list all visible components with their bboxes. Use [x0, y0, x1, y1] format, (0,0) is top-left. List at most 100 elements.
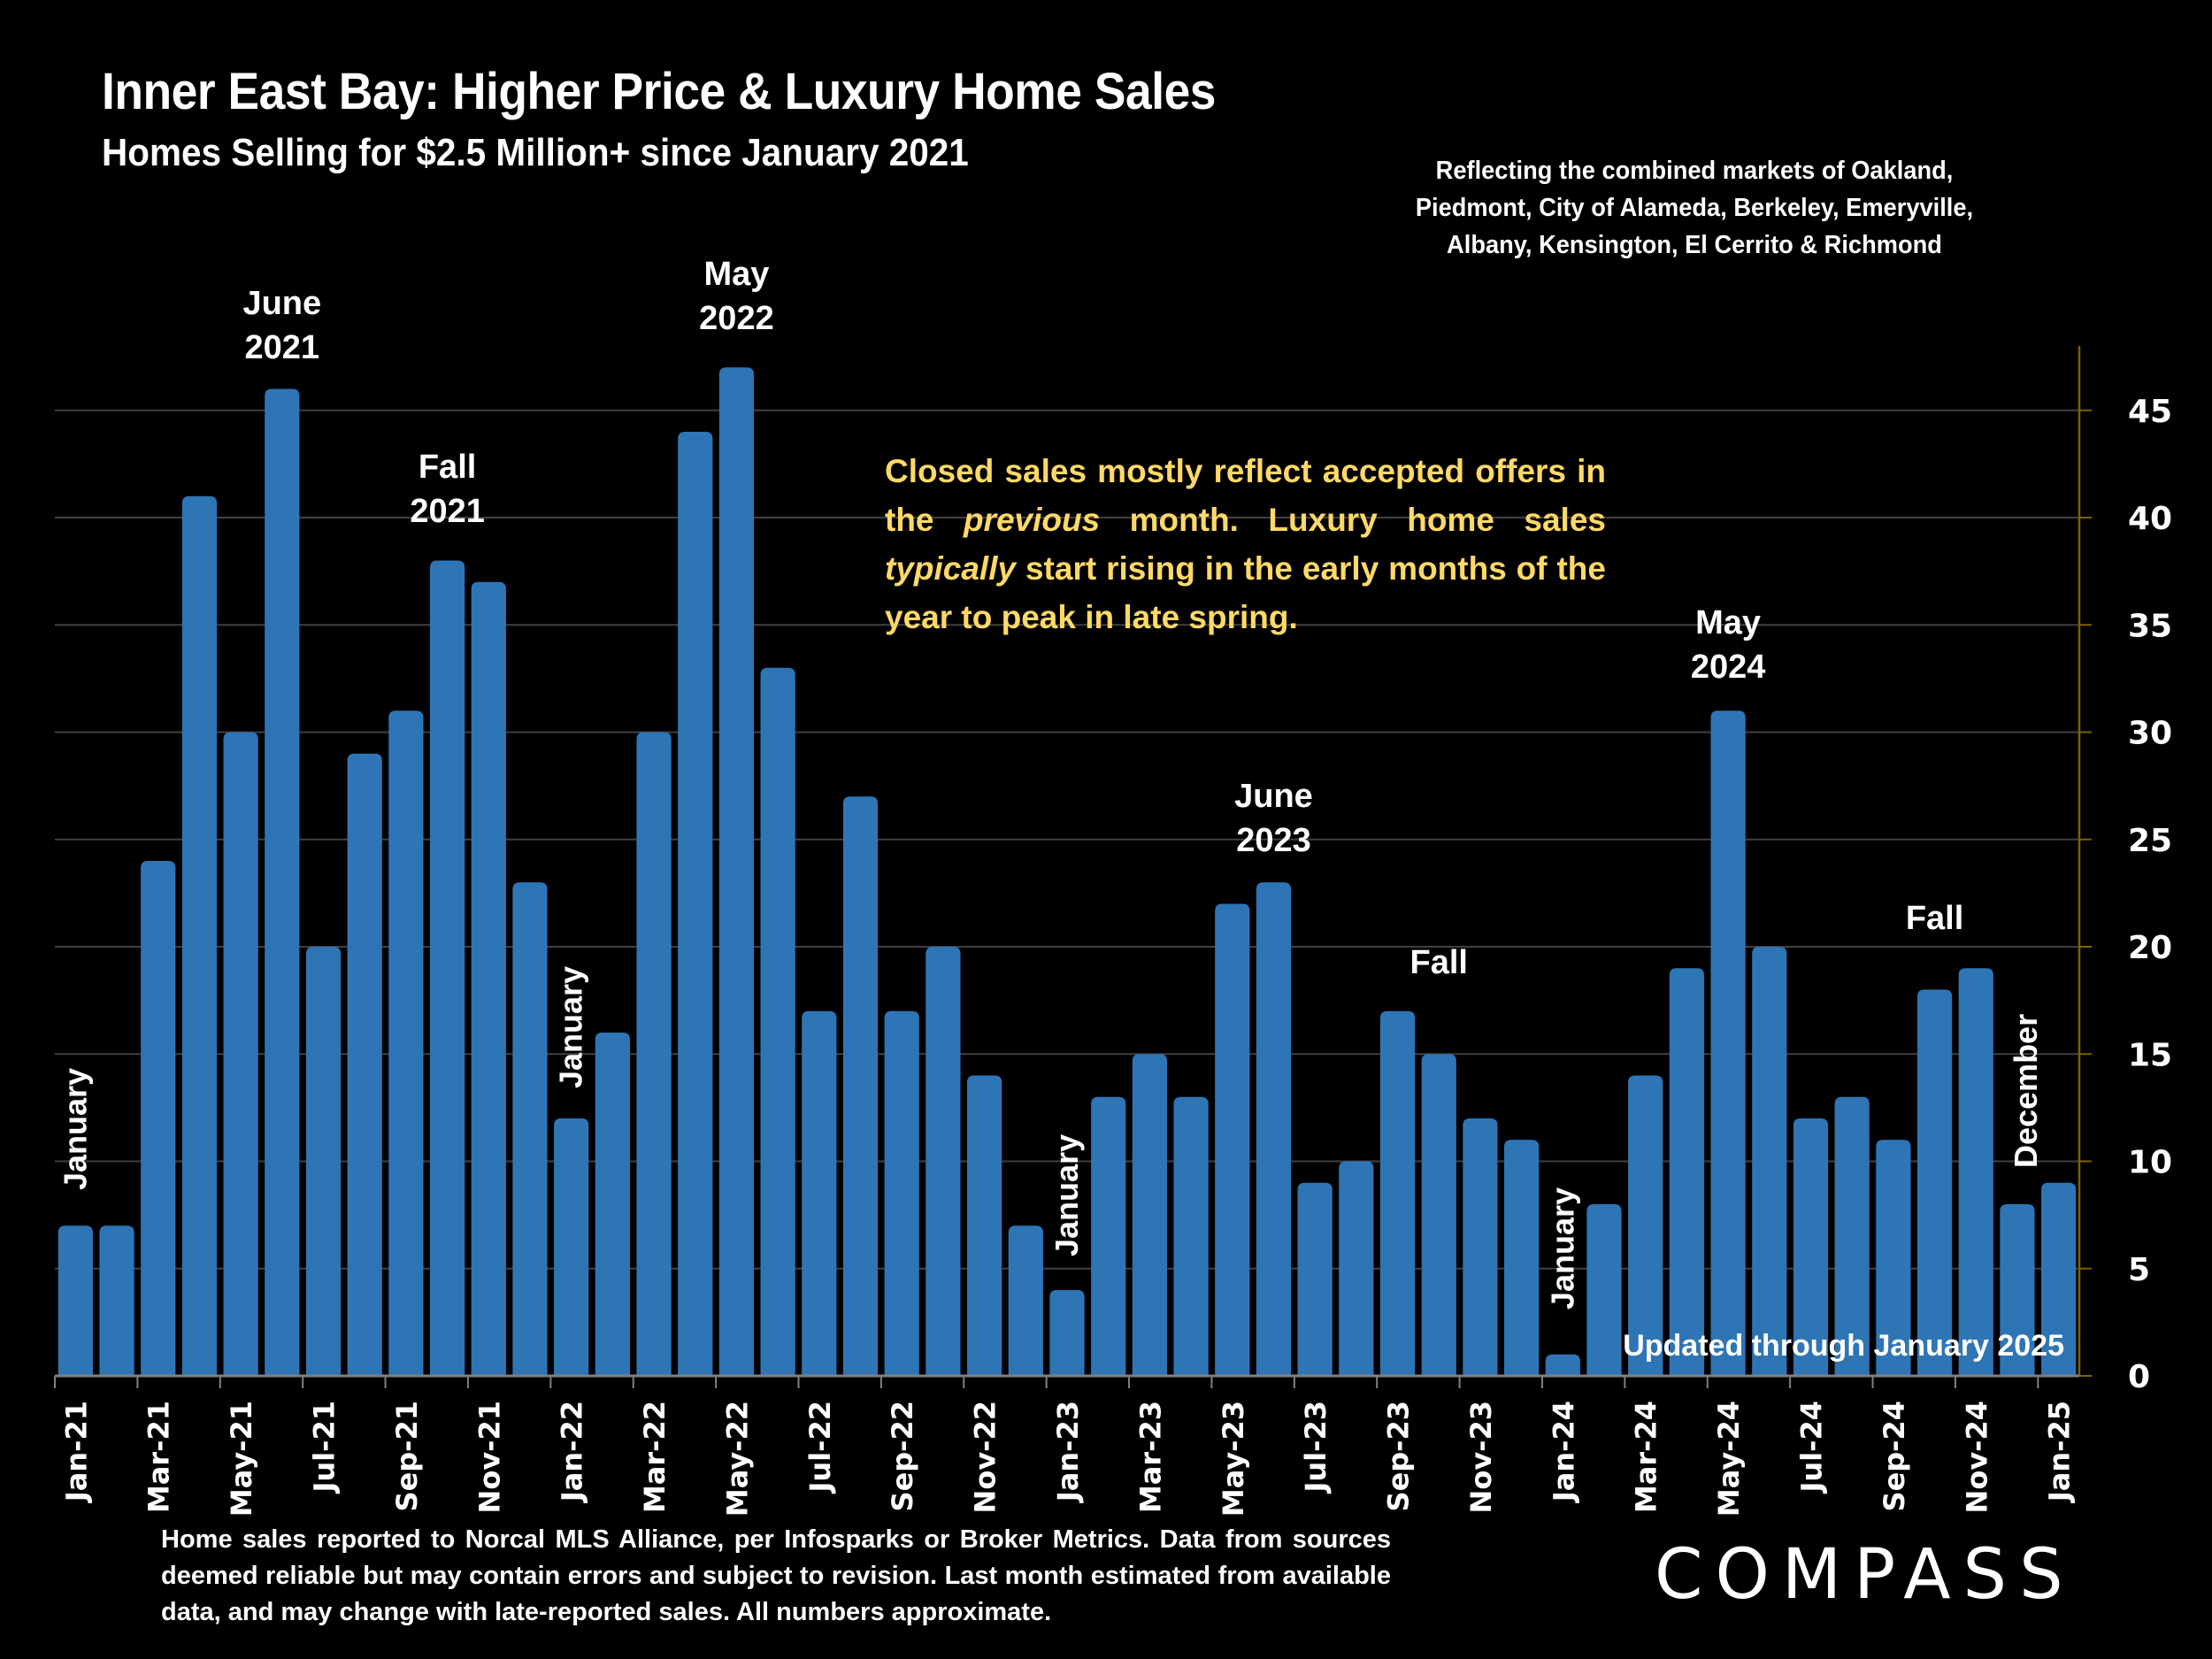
- annotation-label: January: [57, 1068, 93, 1190]
- bar-Nov-21: [471, 581, 506, 1376]
- x-tick-label: Sep-22: [886, 1401, 919, 1511]
- bar-Feb-21: [99, 1225, 134, 1376]
- annotation-label: December: [2008, 1014, 2044, 1168]
- x-tick-label: Jan-24: [1547, 1401, 1580, 1503]
- callout-note: Closed sales mostly reflect accepted off…: [885, 447, 1606, 641]
- axes: [54, 346, 2092, 1388]
- bar-Sep-23: [1379, 1010, 1416, 1376]
- x-tick-labels: Jan-21 Mar-21 May-21 Jul-21 Sep-21 Nov-21 Jan-…: [59, 1401, 2076, 1517]
- bar-Nov-22: [967, 1075, 1002, 1376]
- bar-Sep-21: [388, 710, 424, 1376]
- bar-Jan-22: [554, 1118, 589, 1376]
- footer-disclaimer: Home sales reported to Norcal MLS Allian…: [161, 1525, 1391, 1626]
- x-tick-label: Jan-23: [1051, 1401, 1085, 1503]
- bar-Jul-21: [305, 947, 342, 1376]
- bar-Jul-22: [802, 1010, 837, 1376]
- annotation-label: May: [1695, 604, 1761, 641]
- y-tick-label: 5: [2128, 1252, 2150, 1288]
- annotation-label: 2021: [245, 329, 320, 366]
- annotation-label: 2023: [1236, 822, 1311, 859]
- bar-Aug-22: [842, 796, 879, 1376]
- y-tick-label: 10: [2128, 1145, 2172, 1181]
- bar-Sep-22: [884, 1010, 919, 1376]
- bar-Jan-23: [1049, 1290, 1085, 1376]
- x-tick-label: Sep-21: [390, 1401, 424, 1511]
- annotation-label: January: [1544, 1187, 1580, 1310]
- x-tick-label: Jan-25: [2043, 1401, 2077, 1503]
- y-tick-label: 20: [2128, 930, 2172, 966]
- x-tick-label: Mar-23: [1133, 1401, 1167, 1513]
- x-tick-label: Mar-21: [142, 1401, 176, 1513]
- bar-May-22: [718, 367, 755, 1376]
- annotation-label: 2024: [1691, 649, 1766, 686]
- bar-Jun-23: [1256, 882, 1292, 1376]
- x-tick-label: May-23: [1217, 1401, 1250, 1517]
- updated-note: Updated through January 2025: [1623, 1329, 2064, 1363]
- bar-Oct-22: [926, 947, 961, 1376]
- x-tick-label: Jul-21: [308, 1401, 342, 1494]
- bar-Oct-23: [1421, 1054, 1456, 1376]
- bar-Aug-23: [1339, 1161, 1374, 1376]
- y-tick-label: 40: [2128, 501, 2172, 537]
- y-tick-label: 25: [2128, 823, 2172, 859]
- x-tick-label: Nov-23: [1464, 1401, 1498, 1513]
- bar-Apr-23: [1173, 1096, 1209, 1376]
- bar-Jan-21: [58, 1225, 93, 1376]
- bar-Dec-23: [1504, 1140, 1540, 1376]
- annotation-label: 2021: [410, 493, 485, 530]
- x-tick-label: Nov-22: [969, 1401, 1002, 1513]
- y-tick-label: 15: [2128, 1037, 2172, 1073]
- bar-Oct-24: [1916, 989, 1953, 1376]
- bar-Nov-23: [1463, 1118, 1498, 1376]
- bar-Oct-21: [429, 560, 465, 1376]
- region-note: Reflecting the combined markets of Oakla…: [1415, 157, 1974, 259]
- y-tick-label: 0: [2128, 1359, 2150, 1395]
- y-tick-label: 30: [2128, 716, 2172, 752]
- x-tick-label: Mar-24: [1630, 1401, 1663, 1513]
- annotation-label: Fall: [1410, 944, 1468, 981]
- y-tick-labels: 0 5 10 15 20 25 30 35 40 45: [2128, 394, 2172, 1395]
- annotation-label: January: [553, 966, 589, 1088]
- bar-Aug-21: [347, 753, 382, 1376]
- x-tick-label: Sep-24: [1878, 1401, 1911, 1511]
- x-tick-label: Jul-23: [1299, 1401, 1333, 1494]
- callout-italic-typically: typically: [885, 550, 1017, 587]
- callout-italic-previous: previous: [963, 502, 1101, 538]
- x-tick-label: Jan-21: [59, 1401, 93, 1503]
- bar-Nov-24: [1958, 968, 1993, 1376]
- annotation-label: June: [1234, 778, 1313, 815]
- bar-Jun-22: [760, 667, 795, 1376]
- x-tick-label: May-22: [720, 1401, 754, 1517]
- bar-Apr-22: [678, 432, 713, 1376]
- annotations: January June 2021 Fall 2021 January May 2022 Jan…: [57, 256, 2064, 1363]
- callout-text-1: Closed sales mostly reflect accepted off…: [885, 453, 1606, 538]
- x-tick-label: Mar-22: [638, 1401, 672, 1513]
- x-tick-label: Jul-24: [1794, 1401, 1828, 1494]
- bar-Mar-24: [1628, 1075, 1663, 1376]
- bar-Mar-23: [1132, 1054, 1167, 1376]
- annotation-label: January: [1048, 1134, 1085, 1256]
- bar-Feb-23: [1091, 1096, 1126, 1376]
- bar-Sep-24: [1876, 1140, 1911, 1376]
- chart-subtitle: Homes Selling for $2.5 Million+ since Ja…: [102, 131, 969, 174]
- bar-Jun-21: [265, 388, 300, 1376]
- bar-Dec-22: [1008, 1225, 1043, 1376]
- bar-Dec-21: [512, 882, 548, 1376]
- bar-Mar-22: [636, 732, 672, 1376]
- y-tick-label: 35: [2128, 608, 2172, 644]
- bar-Apr-21: [181, 495, 218, 1376]
- x-tick-label: Jul-22: [803, 1401, 837, 1494]
- bar-Jun-24: [1752, 947, 1787, 1376]
- annotation-label: Fall: [1906, 900, 1963, 937]
- bar-Jan-25: [2041, 1182, 2077, 1376]
- bar-Jan-24: [1545, 1354, 1580, 1376]
- annotation-label: 2022: [699, 300, 774, 337]
- compass-logo: COMPASS: [1655, 1535, 2076, 1615]
- bar-Apr-24: [1669, 968, 1705, 1376]
- x-tick-label: May-24: [1712, 1401, 1746, 1517]
- annotation-label: May: [703, 256, 769, 293]
- bar-May-21: [223, 732, 258, 1376]
- bar-Dec-24: [2000, 1204, 2035, 1376]
- callout-text-3: start rising in the early months of the …: [885, 550, 1606, 635]
